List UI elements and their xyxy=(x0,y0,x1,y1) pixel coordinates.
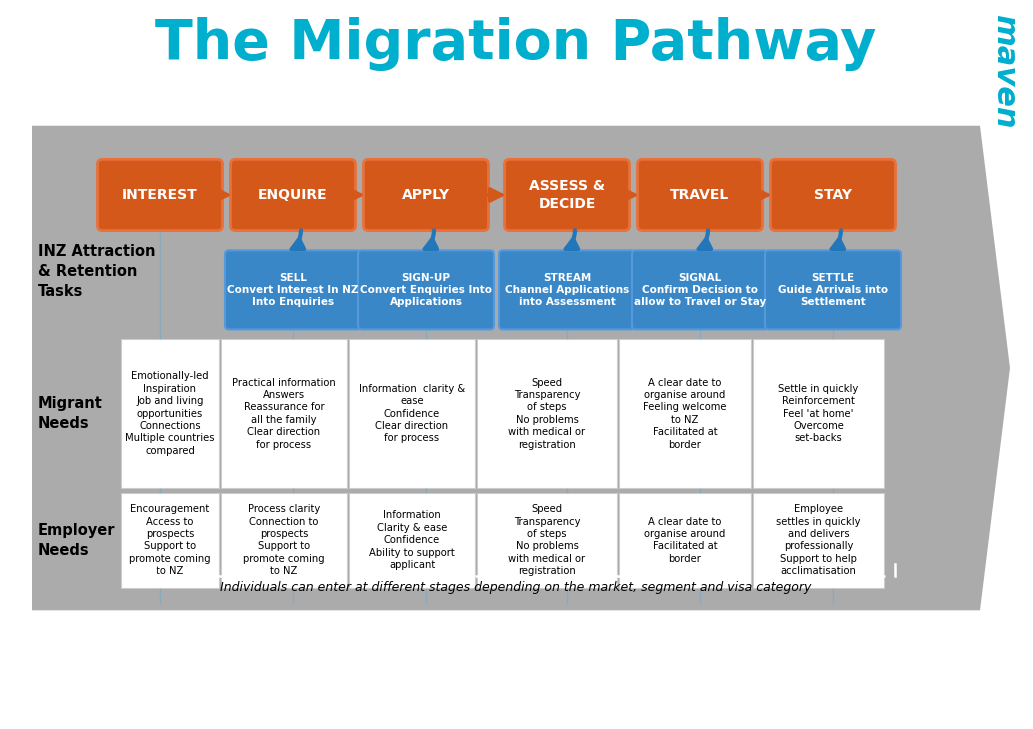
Text: SIGNAL
Confirm Decision to
allow to Travel or Stay: SIGNAL Confirm Decision to allow to Trav… xyxy=(634,273,766,307)
FancyBboxPatch shape xyxy=(477,493,617,588)
Text: ASSESS &
DECIDE: ASSESS & DECIDE xyxy=(529,179,605,211)
FancyBboxPatch shape xyxy=(349,339,475,488)
Text: The Migration Pathway: The Migration Pathway xyxy=(155,17,877,71)
FancyBboxPatch shape xyxy=(504,160,629,230)
FancyBboxPatch shape xyxy=(499,250,635,330)
FancyBboxPatch shape xyxy=(753,339,884,488)
Text: INZ Attraction
& Retention
Tasks: INZ Attraction & Retention Tasks xyxy=(38,244,156,299)
FancyBboxPatch shape xyxy=(619,339,751,488)
FancyBboxPatch shape xyxy=(358,250,494,330)
Polygon shape xyxy=(32,125,1010,610)
Text: Emotionally-led
Inspiration
Job and living
opportunities
Connections
Multiple co: Emotionally-led Inspiration Job and livi… xyxy=(125,371,215,456)
Text: Process clarity
Connection to
prospects
Support to
promote coming
to NZ: Process clarity Connection to prospects … xyxy=(243,504,324,576)
FancyBboxPatch shape xyxy=(349,493,475,588)
Text: TRAVEL: TRAVEL xyxy=(670,188,729,202)
FancyBboxPatch shape xyxy=(477,339,617,488)
FancyBboxPatch shape xyxy=(619,493,751,588)
FancyBboxPatch shape xyxy=(121,339,219,488)
Text: ENQUIRE: ENQUIRE xyxy=(258,188,327,202)
Text: SETTLE
Guide Arrivals into
Settlement: SETTLE Guide Arrivals into Settlement xyxy=(778,273,888,307)
Text: SIGN-UP
Convert Enquiries Into
Applications: SIGN-UP Convert Enquiries Into Applicati… xyxy=(359,273,492,307)
FancyBboxPatch shape xyxy=(225,250,361,330)
Text: A clear date to
organise around
Facilitated at
border: A clear date to organise around Facilita… xyxy=(645,517,726,564)
Text: Employee
settles in quickly
and delivers
professionally
Support to help
acclimat: Employee settles in quickly and delivers… xyxy=(776,504,860,576)
FancyBboxPatch shape xyxy=(121,493,219,588)
FancyBboxPatch shape xyxy=(753,493,884,588)
Text: Practical information
Answers
Reassurance for
all the family
Clear direction
for: Practical information Answers Reassuranc… xyxy=(232,378,336,450)
FancyBboxPatch shape xyxy=(771,160,896,230)
Text: INTEREST: INTEREST xyxy=(122,188,198,202)
FancyBboxPatch shape xyxy=(230,160,355,230)
Text: APPLY: APPLY xyxy=(402,188,450,202)
Text: Speed
Transparency
of steps
No problems
with medical or
registration: Speed Transparency of steps No problems … xyxy=(508,378,586,450)
Text: SELL
Convert Interest In NZ
Into Enquiries: SELL Convert Interest In NZ Into Enquiri… xyxy=(227,273,358,307)
Text: A clear date to
organise around
Feeling welcome
to NZ
Facilitated at
border: A clear date to organise around Feeling … xyxy=(644,378,727,450)
Text: Information  clarity &
ease
Confidence
Clear direction
for process: Information clarity & ease Confidence Cl… xyxy=(358,383,465,443)
Text: Speed
Transparency
of steps
No problems
with medical or
registration: Speed Transparency of steps No problems … xyxy=(508,504,586,576)
FancyBboxPatch shape xyxy=(221,339,347,488)
Text: Encouragement
Access to
prospects
Support to
promote coming
to NZ: Encouragement Access to prospects Suppor… xyxy=(129,504,211,576)
Text: Settle in quickly
Reinforcement
Feel 'at home'
Overcome
set-backs: Settle in quickly Reinforcement Feel 'at… xyxy=(779,383,858,443)
FancyBboxPatch shape xyxy=(632,250,768,330)
Text: Individuals can enter at different stages depending on the market, segment and v: Individuals can enter at different stage… xyxy=(220,581,812,594)
Text: Employer
Needs: Employer Needs xyxy=(38,523,116,558)
FancyBboxPatch shape xyxy=(765,250,901,330)
Text: STAY: STAY xyxy=(814,188,852,202)
Text: Migrant
Needs: Migrant Needs xyxy=(38,396,103,431)
Text: STREAM
Channel Applications
into Assessment: STREAM Channel Applications into Assessm… xyxy=(505,273,629,307)
FancyBboxPatch shape xyxy=(637,160,762,230)
FancyBboxPatch shape xyxy=(97,160,222,230)
Text: maven: maven xyxy=(991,14,1020,128)
FancyBboxPatch shape xyxy=(364,160,489,230)
FancyBboxPatch shape xyxy=(221,493,347,588)
Text: Information
Clarity & ease
Confidence
Ability to support
applicant: Information Clarity & ease Confidence Ab… xyxy=(369,510,455,570)
